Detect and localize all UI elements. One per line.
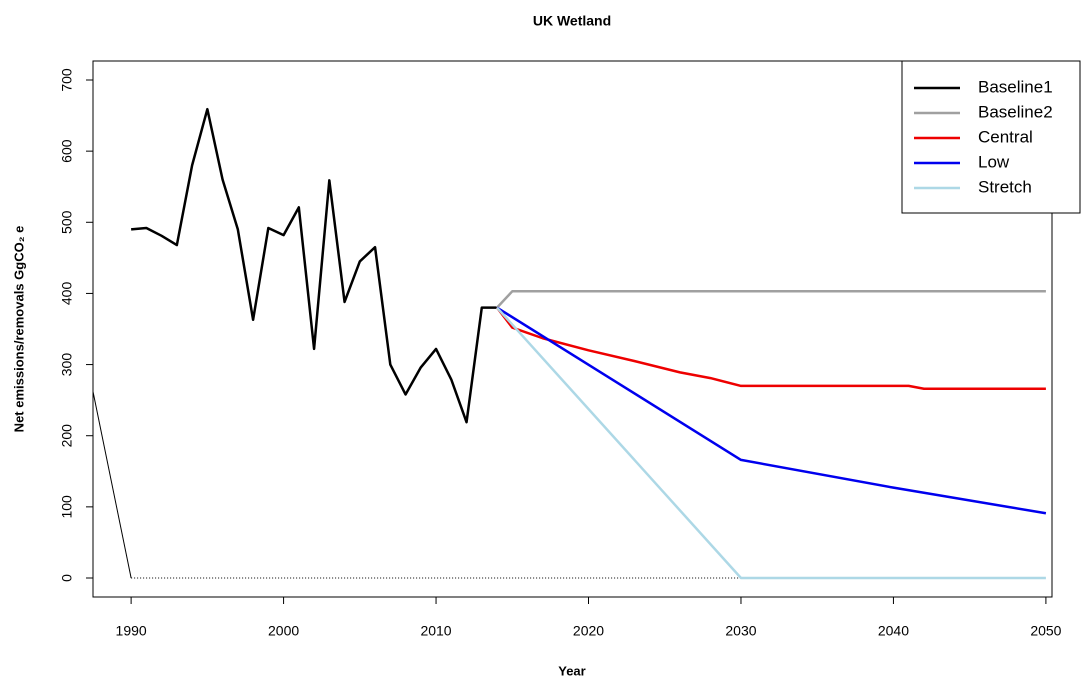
x-tick-label: 2030 xyxy=(725,623,756,639)
x-tick-label: 2000 xyxy=(268,623,299,639)
x-tick-label: 1990 xyxy=(116,623,147,639)
plot-area xyxy=(93,107,1047,580)
legend-label: Central xyxy=(978,127,1033,146)
y-tick-label: 400 xyxy=(59,282,75,306)
series-line xyxy=(496,306,1046,391)
legend-label: Stretch xyxy=(978,177,1032,196)
y-tick-label: 300 xyxy=(59,353,75,377)
series-line xyxy=(496,306,1047,515)
series-line xyxy=(496,290,1046,309)
y-tick-label: 600 xyxy=(59,139,75,163)
series-line xyxy=(130,107,498,424)
y-axis-label: Net emissions/removals GgCO₂ e xyxy=(11,226,26,433)
x-axis-label: Year xyxy=(558,663,585,678)
y-tick-label: 0 xyxy=(59,574,75,582)
y-tick-label: 700 xyxy=(59,68,75,92)
y-tick-label: 100 xyxy=(59,495,75,519)
chart-title: UK Wetland xyxy=(533,13,611,29)
x-tick-label: 2010 xyxy=(420,623,451,639)
y-tick-label: 500 xyxy=(59,210,75,234)
reference-line xyxy=(93,391,132,579)
legend-label: Low xyxy=(978,152,1010,171)
legend-label: Baseline1 xyxy=(978,77,1053,96)
series-line xyxy=(496,306,1046,580)
x-tick-label: 2020 xyxy=(573,623,604,639)
x-tick-label: 2040 xyxy=(878,623,909,639)
legend-label: Baseline2 xyxy=(978,102,1053,121)
x-tick-label: 2050 xyxy=(1030,623,1061,639)
y-tick-label: 200 xyxy=(59,424,75,448)
